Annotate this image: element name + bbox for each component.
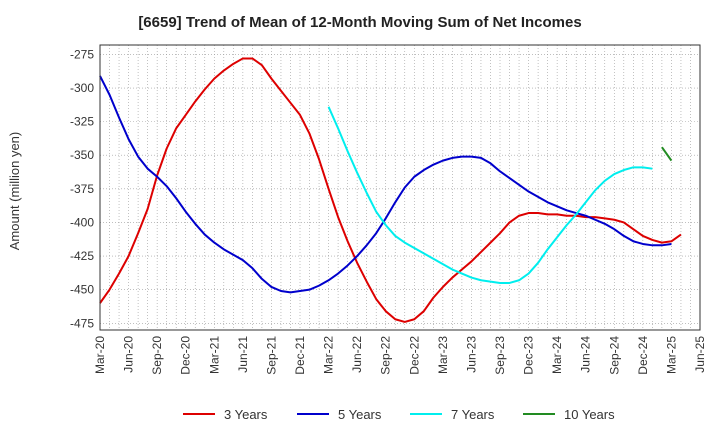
plot-frame (99, 44, 701, 331)
legend-label: 10 Years (564, 407, 615, 422)
y-tick-label: -350 (70, 148, 94, 162)
x-tick-label: Jun-22 (350, 336, 364, 373)
axis-layer: -275 -300 -325 -350 -375 -400 -425 -450 -475 Mar-… (70, 44, 707, 375)
x-tick-label: Dec-20 (179, 336, 193, 375)
legend-label: 3 Years (224, 407, 268, 422)
x-tick-label: Sep-21 (264, 336, 278, 375)
x-tick-label: Mar-24 (550, 336, 564, 374)
x-tick-label: Mar-23 (436, 336, 450, 374)
x-tick-label: Jun-23 (464, 336, 478, 373)
x-tick-label: Sep-24 (607, 336, 621, 375)
y-tick-label: -375 (70, 182, 94, 196)
x-tick-label: Mar-25 (664, 336, 678, 374)
x-tick-label: Jun-24 (579, 336, 593, 373)
y-tick-label: -400 (70, 215, 94, 229)
x-tick-label: Sep-20 (150, 336, 164, 375)
x-tick-label: Dec-21 (293, 336, 307, 375)
x-tick-label: Dec-24 (636, 336, 650, 375)
series-line-7-years (327, 106, 653, 284)
x-tick-label: Jun-21 (236, 336, 250, 373)
legend-label: 5 Years (338, 407, 382, 422)
grid-layer (99, 45, 701, 330)
y-axis-title: Amount (million yen) (7, 132, 22, 251)
x-tick-label: Jun-25 (693, 336, 707, 373)
legend-label: 7 Years (451, 407, 495, 422)
x-tick-label: Mar-21 (207, 336, 221, 374)
series-line-10-years (661, 146, 673, 162)
y-tick-label: -300 (70, 81, 94, 95)
x-tick-label: Mar-20 (93, 336, 107, 374)
y-tick-label: -275 (70, 47, 94, 61)
x-tick-label: Sep-22 (379, 336, 393, 375)
legend: 3 Years 5 Years 7 Years 10 Years (183, 407, 615, 422)
y-tick-label: -450 (70, 283, 94, 297)
x-tick-label: Mar-22 (322, 336, 336, 374)
x-tick-label: Dec-23 (522, 336, 536, 375)
x-tick-label: Dec-22 (407, 336, 421, 375)
series-layer (99, 57, 682, 323)
x-tick-label: Jun-20 (122, 336, 136, 373)
x-tick-label: Sep-23 (493, 336, 507, 375)
y-tick-label: -475 (70, 316, 94, 330)
y-tick-label: -425 (70, 249, 94, 263)
series-line-3-years (99, 57, 682, 323)
y-tick-label: -325 (70, 115, 94, 129)
chart-title: [6659] Trend of Mean of 12-Month Moving … (138, 14, 582, 31)
